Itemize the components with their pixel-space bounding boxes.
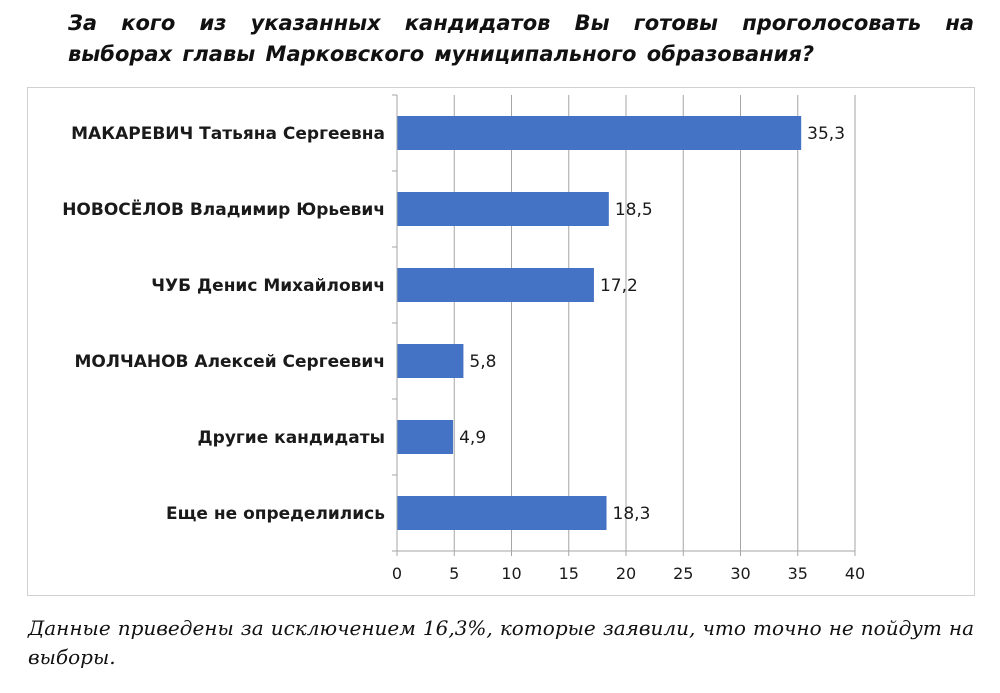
x-tick-label: 25 — [673, 564, 693, 583]
bar — [397, 116, 802, 150]
x-tick-label: 10 — [501, 564, 521, 583]
bars — [397, 116, 802, 530]
labels: 0 5 10 15 20 25 30 35 40 МАКАРЕВИЧ Татьяна Сергее… — [62, 124, 865, 583]
bar — [397, 496, 607, 530]
value-label: 18,5 — [615, 200, 653, 220]
x-tick-label: 15 — [559, 564, 579, 583]
axes — [392, 94, 856, 556]
value-label: 4,9 — [459, 428, 486, 448]
category-label: Другие кандидаты — [198, 428, 385, 448]
x-tick-label: 40 — [845, 564, 865, 583]
x-tick-label: 5 — [449, 564, 459, 583]
x-tick-label: 0 — [392, 564, 402, 583]
grid-lines — [453, 95, 856, 551]
bar — [397, 268, 594, 302]
category-label: ЧУБ Денис Михайлович — [151, 276, 385, 296]
value-label: 5,8 — [469, 352, 496, 372]
bar — [397, 192, 609, 226]
bar — [397, 420, 454, 454]
x-tick-label: 35 — [788, 564, 808, 583]
x-tick-label: 20 — [616, 564, 636, 583]
footnote: Данные приведены за исключением 16,3%, к… — [28, 616, 974, 669]
value-label: 18,3 — [613, 504, 651, 524]
value-label: 35,3 — [807, 124, 845, 144]
category-label: МАКАРЕВИЧ Татьяна Сергеевна — [71, 124, 385, 144]
category-label: НОВОСЁЛОВ Владимир Юрьевич — [62, 198, 385, 220]
bar — [397, 344, 464, 378]
category-label: Еще не определились — [166, 504, 385, 524]
value-label: 17,2 — [600, 276, 638, 296]
chart-title: За кого из указанных кандидатов Вы готов… — [68, 11, 974, 66]
category-label: МОЛЧАНОВ Алексей Сергеевич — [74, 352, 385, 372]
x-tick-label: 30 — [730, 564, 750, 583]
